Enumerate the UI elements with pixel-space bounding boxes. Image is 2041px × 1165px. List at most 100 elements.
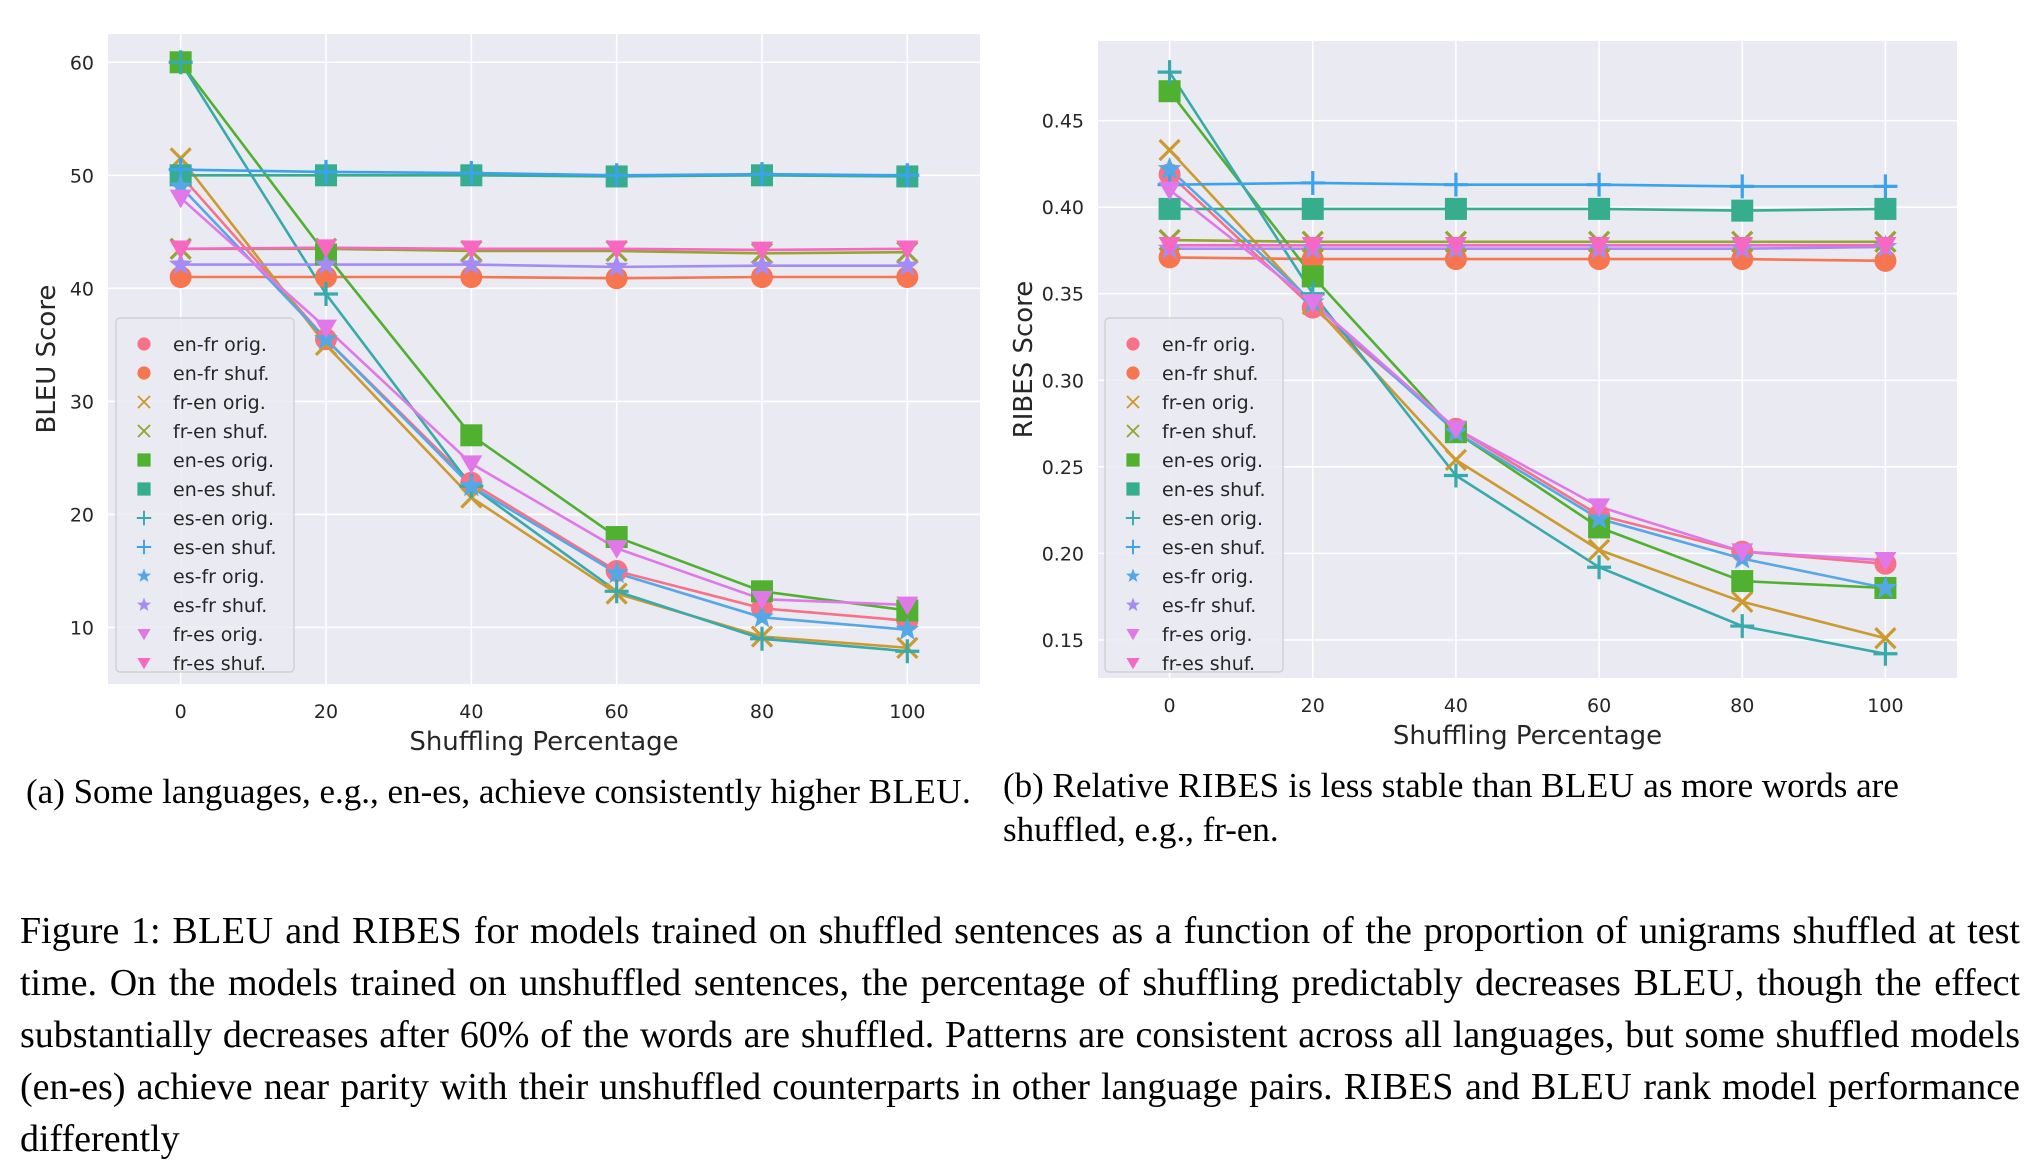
bleu-point-fr-es-orig — [315, 319, 337, 339]
ribes-legend-item: es-en shuf. — [1125, 537, 1266, 559]
bleu-point-es-fr-shuf — [750, 253, 774, 276]
subcaption-b-text-3: as more words are shuffled, e.g., fr-en. — [1003, 766, 1899, 849]
ribes-point-es-fr-orig — [1157, 156, 1182, 180]
ribes-point-fr-en-orig — [1587, 538, 1611, 562]
ribes-legend-item: fr-en orig. — [1126, 392, 1255, 414]
bleu-legend-label: fr-en shuf. — [173, 421, 268, 443]
ribes-xtick-label: 60 — [1587, 695, 1611, 717]
bleu-point-es-en-orig — [168, 50, 193, 75]
ribes-legend-item: fr-es shuf. — [1126, 653, 1255, 675]
ribes-point-fr-en-orig — [1731, 590, 1754, 613]
ribes-legend-label: fr-es orig. — [1162, 624, 1253, 646]
bleu-xtick-label: 40 — [459, 701, 483, 723]
bleu-point-es-fr-shuf — [314, 252, 338, 275]
ribes-legend-marker — [1126, 658, 1140, 670]
bleu-point-es-fr-orig — [750, 604, 774, 628]
bleu-legend-item: en-fr shuf. — [137, 363, 269, 385]
bleu-point-es-fr-orig — [604, 560, 629, 584]
bleu-xtick-label: 100 — [889, 701, 925, 723]
bleu-legend-item: fr-es orig. — [137, 624, 264, 646]
bleu-point-es-en-shuf — [604, 163, 629, 188]
bleu-line-en-es-orig — [179, 61, 908, 612]
ribes-legend-label: es-en shuf. — [1162, 537, 1266, 559]
ribes-legend-box — [1104, 317, 1284, 673]
bleu-legend-marker — [137, 424, 151, 438]
ribes-legend-label: es-fr orig. — [1162, 566, 1254, 588]
ribes-point-fr-es-orig — [1301, 294, 1324, 313]
bleu-legend-marker — [137, 395, 151, 409]
ribes-markers-en-es-shuf — [1158, 197, 1897, 222]
bleu-point-es-fr-shuf — [459, 252, 484, 275]
bleu-point-es-en-orig — [750, 626, 774, 651]
bleu-markers-fr-es-shuf — [169, 239, 919, 261]
ribes-point-en-es-orig — [1731, 570, 1754, 593]
bleu-ytick-label: 60 — [70, 52, 94, 74]
bleu-legend-item: en-es shuf. — [137, 479, 277, 501]
bleu-legend-label: en-es shuf. — [173, 479, 277, 501]
bleu-line-en-fr-shuf — [180, 275, 908, 280]
bleu-legend-item: fr-en orig. — [137, 392, 266, 414]
ribes-point-fr-es-shuf — [1731, 237, 1754, 256]
ribes-point-fr-es-orig — [1731, 543, 1754, 563]
ribes-point-fr-es-shuf — [1158, 237, 1181, 256]
ribes-legend-label: en-es orig. — [1162, 450, 1263, 472]
ribes-legend-marker — [1126, 424, 1140, 438]
bleu-legend: en-fr orig. en-fr shuf. fr-en orig. fr-en s… — [115, 317, 295, 675]
ribes-point-es-fr-orig — [1873, 575, 1898, 599]
bleu-point-fr-es-shuf — [751, 241, 773, 261]
bleu-point-en-es-orig — [460, 424, 483, 447]
bleu-point-es-fr-orig — [168, 174, 193, 197]
bleu-ytick-label: 30 — [70, 391, 94, 413]
bleu-point-es-en-orig — [604, 579, 629, 604]
bleu-ytick-label: 40 — [70, 278, 94, 300]
ribes-xtick-label: 20 — [1301, 695, 1325, 717]
ribes-point-en-es-shuf — [1444, 197, 1467, 220]
ribes-point-es-en-shuf — [1300, 170, 1325, 195]
ribes-line-es-fr-orig — [1168, 168, 1886, 590]
ribes-point-es-en-orig — [1730, 614, 1755, 639]
bleu-point-es-fr-orig — [459, 473, 484, 497]
bleu-legend-label: fr-es orig. — [173, 624, 264, 646]
ribes-line-es-fr-shuf — [1169, 245, 1886, 250]
ribes-point-fr-es-orig — [1874, 552, 1897, 571]
ribes-chart: 0.15 0.20 0.25 0.30 0.35 0.40 0.45 0 20 40 60 80 100… — [1009, 41, 1957, 751]
bleu-legend-marker — [136, 597, 152, 612]
ribes-legend-label: fr-es shuf. — [1162, 653, 1255, 675]
bleu-markers-es-en-shuf — [168, 157, 920, 188]
ribes-point-fr-en-orig — [1444, 448, 1468, 472]
ribes-legend-marker — [1126, 482, 1140, 496]
ribes-legend-item: fr-es orig. — [1126, 624, 1253, 646]
subcaption-b-text-2: is less stable than — [1279, 766, 1542, 805]
bleu-legend-marker — [136, 539, 152, 555]
bleu-xtick-label: 20 — [314, 701, 338, 723]
bleu-point-fr-es-shuf — [315, 239, 337, 259]
ribes-line-fr-en-shuf — [1169, 238, 1886, 244]
ribes-point-es-en-shuf — [1873, 174, 1898, 199]
bleu-point-fr-es-orig — [460, 455, 483, 475]
bleu-point-es-en-shuf — [750, 162, 774, 187]
ribes-point-es-en-orig — [1587, 555, 1612, 580]
bleu-legend-marker — [137, 337, 151, 351]
ribes-legend-label: fr-en shuf. — [1162, 421, 1257, 443]
bleu-xtick-label: 60 — [605, 701, 629, 723]
ribes-markers-fr-es-shuf — [1158, 237, 1897, 256]
figure-caption-text-3: for models trained on shuffled sentences… — [20, 910, 2020, 1004]
bleu-legend-item: es-fr orig. — [136, 566, 265, 588]
ribes-legend-label: en-es shuf. — [1162, 479, 1266, 501]
ribes-point-es-en-shuf — [1730, 174, 1755, 199]
bleu-chart: 10 20 30 40 50 60 0 20 40 60 80 100 Shuffling Percen… — [32, 34, 980, 757]
bleu-point-fr-es-orig — [751, 590, 773, 610]
ribes-legend-item: en-es orig. — [1126, 450, 1263, 472]
bleu-markers-es-fr-shuf — [168, 252, 920, 277]
ribes-point-fr-es-shuf — [1444, 237, 1467, 256]
ribes-legend-item: es-fr shuf. — [1125, 595, 1256, 617]
bleu-legend-marker — [137, 658, 151, 670]
bleu-point-es-en-shuf — [314, 159, 338, 184]
ribes-point-fr-es-orig — [1444, 420, 1467, 440]
ribes-xaxis-label: Shuffling Percentage — [1393, 721, 1662, 751]
ribes-ytick-label: 0.30 — [1042, 370, 1084, 392]
figure-caption-ribes-1: RIBES — [351, 910, 463, 952]
bleu-line-fr-es-orig — [179, 196, 908, 607]
bleu-legend-label: es-en shuf. — [173, 537, 277, 559]
ribes-legend-marker — [1125, 568, 1141, 583]
